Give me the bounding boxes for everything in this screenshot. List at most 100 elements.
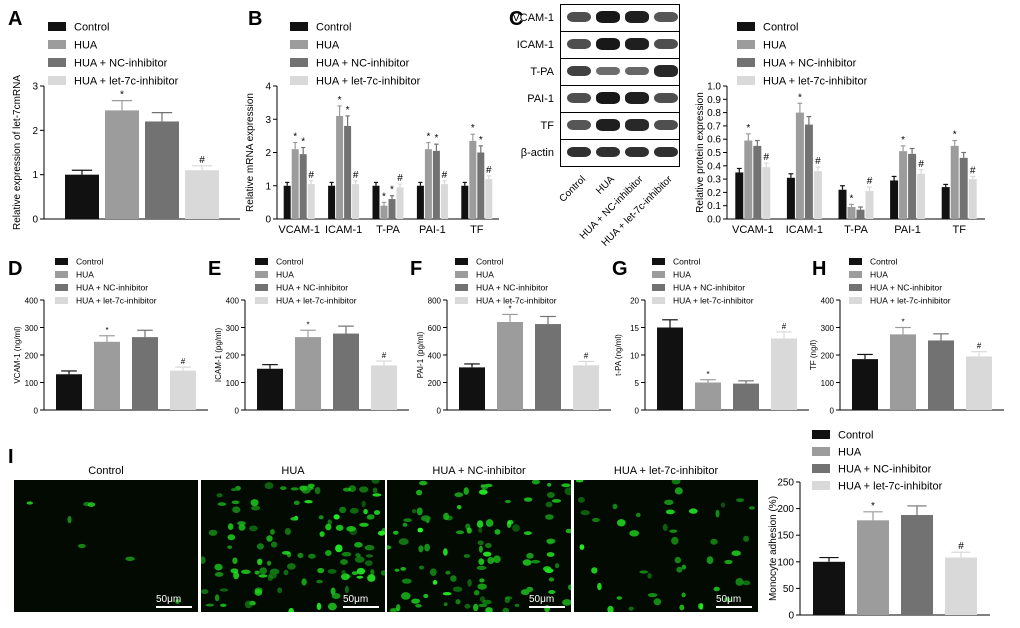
- fluorescent-cell: [416, 507, 423, 516]
- bar-h: [966, 356, 992, 410]
- fluorescent-cell: [592, 517, 600, 523]
- fluorescent-cell: [665, 509, 675, 515]
- legend-swatch-a: [48, 22, 66, 31]
- blot-band: [567, 12, 591, 22]
- y-tick-label-b: 1: [265, 181, 271, 192]
- legend-label-g: HUA: [673, 270, 691, 280]
- bar-c: [744, 140, 753, 219]
- legend-label-a: Control: [74, 22, 109, 34]
- fluorescent-cell: [463, 487, 469, 495]
- y-tick-label-i: 0: [788, 611, 794, 622]
- significance-mark-a: #: [199, 155, 205, 166]
- y-tick-label-g: 20: [630, 297, 639, 306]
- y-tick-label-g: 0: [635, 407, 640, 416]
- panel-letter-h: H: [812, 258, 827, 280]
- fluorescent-cell: [504, 499, 511, 504]
- bar-c: [865, 191, 874, 219]
- x-tick-label-b: PAI-1: [419, 224, 446, 236]
- x-tick-label-b: TF: [470, 224, 484, 236]
- fluorescent-cell: [356, 575, 364, 579]
- significance-mark-b: *: [426, 132, 430, 143]
- blot-protein-label: T-PA: [530, 66, 554, 78]
- x-tick-label-b: ICAM-1: [325, 224, 362, 236]
- fluorescent-cell: [478, 489, 488, 495]
- blot-lane-label: HUA: [594, 174, 617, 197]
- y-axis-label-c: Relative protein expression: [695, 92, 706, 213]
- legend-swatch-a: [48, 76, 66, 85]
- legend-swatch-b: [290, 76, 308, 85]
- x-tick-label-c: PAI-1: [894, 224, 921, 236]
- legend-swatch-g: [652, 297, 665, 304]
- bar-e: [333, 333, 359, 410]
- fluorescent-cell: [283, 569, 289, 576]
- fluorescent-cell: [227, 534, 236, 541]
- significance-mark-c: *: [850, 193, 854, 204]
- fluorescent-cell: [423, 593, 429, 599]
- y-tick-label-i: 200: [777, 504, 794, 515]
- legend-swatch-f: [455, 271, 468, 278]
- significance-mark-c: #: [970, 165, 976, 176]
- fluorescent-cell: [259, 567, 267, 575]
- fluorescent-cell: [432, 580, 438, 585]
- fluorescent-cell: [354, 556, 365, 563]
- fluorescent-cell: [616, 596, 622, 600]
- fluorescent-cell: [297, 552, 304, 559]
- fluorescent-cell: [445, 515, 453, 521]
- fluorescent-cell: [577, 496, 585, 503]
- fluorescent-cell: [418, 545, 424, 553]
- fluorescent-cell: [325, 523, 332, 531]
- y-tick-label-f: 800: [428, 297, 442, 306]
- fluorescent-cell: [400, 567, 406, 571]
- fluorescent-cell: [647, 573, 652, 579]
- panel-letter-d: D: [8, 258, 23, 280]
- significance-mark-e: *: [306, 320, 309, 329]
- fluorescent-cell: [617, 519, 626, 527]
- bar-c: [959, 157, 968, 219]
- legend-label-h: HUA + let-7c-inhibitor: [870, 296, 951, 306]
- fluorescent-cell: [526, 586, 534, 592]
- legend-label-c: HUA + NC-inhibitor: [763, 58, 857, 70]
- fluorescent-cell: [401, 592, 411, 600]
- fluorescent-cell: [316, 579, 323, 584]
- fluorescent-cell: [479, 578, 485, 583]
- fluorescent-cell: [713, 586, 720, 592]
- y-tick-label-e: 100: [226, 379, 240, 388]
- blot-band: [654, 65, 678, 77]
- bar-h: [852, 359, 878, 410]
- fluorescent-cell: [628, 606, 634, 611]
- legend-swatch-g: [652, 284, 665, 291]
- fluorescent-cell: [256, 543, 264, 550]
- fluorescent-cell: [597, 582, 602, 591]
- bar-d: [94, 341, 120, 410]
- blot-row: [560, 58, 680, 86]
- y-tick-label-d: 100: [25, 379, 39, 388]
- blot-band: [567, 93, 591, 103]
- bar-c: [804, 124, 813, 219]
- legend-swatch-h: [849, 297, 862, 304]
- fluorescent-cell: [664, 499, 674, 505]
- y-axis-label-d: VCAM-1 (ng/ml): [13, 326, 22, 384]
- significance-mark-c: *: [953, 130, 957, 141]
- fluorescent-cell: [524, 497, 533, 502]
- y-tick-label-c: 0.8: [707, 108, 721, 119]
- fluorescent-cell: [231, 500, 240, 505]
- fluorescent-cell: [372, 493, 382, 497]
- fluorescent-cell: [363, 508, 368, 515]
- fluorescent-cell: [267, 575, 273, 581]
- y-tick-label-h: 400: [821, 297, 835, 306]
- micrograph-cells: [387, 480, 571, 612]
- legend-swatch-e: [255, 258, 268, 265]
- fluorescent-cell: [612, 503, 618, 510]
- fluorescent-cell: [743, 535, 750, 542]
- y-tick-label-d: 0: [34, 407, 39, 416]
- blot-protein-label: β-actin: [520, 147, 554, 159]
- fluorescent-cell: [125, 556, 135, 561]
- bar-h: [928, 340, 954, 410]
- bar-f: [459, 367, 485, 410]
- fluorescent-cell: [715, 509, 720, 518]
- blot-band: [596, 119, 620, 131]
- significance-mark-g: *: [706, 370, 709, 379]
- fluorescent-cell: [710, 538, 718, 545]
- fluorescent-cell: [455, 530, 465, 535]
- fluorescent-cell: [175, 598, 180, 604]
